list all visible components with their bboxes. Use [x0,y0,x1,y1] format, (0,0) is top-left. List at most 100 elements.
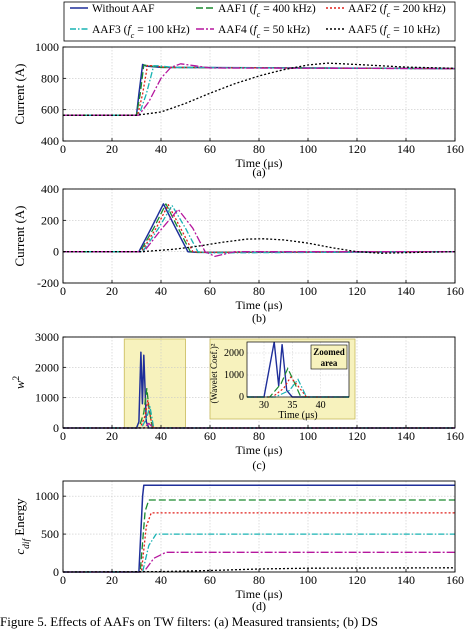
panel-label: (d) [252,599,266,613]
legend-label: AAF5 (fc = 10 kHz) [348,24,440,40]
x-axis-label: Time (μs) [236,156,283,170]
y-tick-label: 400 [41,134,59,148]
legend-label: AAF1 (fc = 400 kHz) [218,3,316,19]
y-tick-label: 600 [41,103,59,117]
y-tick-label: 2000 [35,360,59,374]
x-tick-label: 80 [253,284,265,298]
x-tick-label: 0 [60,429,66,443]
inset-y-tick-label: 0 [239,392,244,403]
highlight-region [123,338,186,429]
inset-x-tick-label: 40 [316,400,326,411]
chart-panel-1: 0 20 40 60 80 100 120 140 160 400 600 800 1000 Time (… [12,40,464,179]
x-tick-label: 120 [348,142,366,156]
y-axis-label: Current (A) [12,205,27,266]
legend-label: AAF2 (fc = 200 kHz) [348,3,446,19]
inset-y-tick-label: 2000 [224,348,244,359]
x-tick-label: 160 [446,142,464,156]
x-tick-label: 160 [446,573,464,587]
panel-label: (c) [252,458,265,472]
inset-x-tick-label: 35 [287,400,297,411]
y-axis-label: Current (A) [12,63,27,124]
chart-panel-4: 0 20 40 60 80 100 120 140 160 0 500 1000 Time (μs) cd… [12,480,464,613]
series-line [63,351,455,429]
x-axis-label: Time (μs) [236,443,283,457]
x-tick-label: 80 [253,573,265,587]
x-tick-label: 100 [299,142,317,156]
inset-x-axis-label: Time (μs) [278,410,317,421]
legend-box [63,1,456,42]
y-tick-label: 800 [41,71,59,85]
x-axis-label: Time (μs) [236,298,283,312]
series-line [63,208,455,258]
panel-label: (b) [252,311,266,325]
y-tick-label: 1000 [35,40,59,54]
x-tick-label: 80 [253,142,265,156]
x-tick-label: 80 [253,429,265,443]
y-tick-label: 500 [41,527,59,541]
series-line [63,533,455,573]
x-tick-label: 100 [299,573,317,587]
plot-area [63,47,455,141]
y-tick-label: 1000 [35,391,59,405]
series-line [63,65,456,116]
inset-title-line-1: Zoomed [313,347,345,357]
x-tick-label: 140 [397,429,415,443]
inset-y-tick-label: 1000 [224,370,244,381]
x-tick-label: 140 [397,284,415,298]
y-tick-label: 0 [53,421,59,435]
x-tick-label: 140 [397,142,415,156]
x-tick-label: 40 [155,284,167,298]
y-tick-label: 1000 [35,489,59,503]
chart-panel-3: 0 20 40 60 80 100 120 140 160 0 1000 2000 3000 Time (… [12,330,464,472]
x-tick-label: 0 [60,142,66,156]
y-tick-label: 0 [53,245,59,259]
series-line [63,238,456,254]
y-tick-label: 200 [41,213,59,227]
x-tick-label: 100 [299,429,317,443]
x-tick-label: 60 [204,284,216,298]
legend-label: AAF4 (fc = 50 kHz) [218,24,310,40]
x-tick-label: 20 [106,142,118,156]
x-tick-label: 40 [155,573,167,587]
x-tick-label: 160 [446,429,464,443]
y-tick-label: 3000 [35,330,59,344]
x-tick-label: 40 [155,142,167,156]
x-tick-label: 100 [299,284,317,298]
inset-title-line-2: area [321,358,338,368]
x-tick-label: 160 [446,284,464,298]
figure-caption: Figure 5. Effects of AAFs on TW filters:… [0,614,379,629]
y-tick-label: 0 [53,565,59,579]
series-line [63,204,456,254]
x-tick-label: 60 [204,573,216,587]
inset-title-box [310,344,348,370]
y-tick-label: 400 [41,182,59,196]
x-axis-label: Time (μs) [236,587,283,601]
x-tick-label: 120 [348,429,366,443]
y-axis-label: w2 [12,376,27,390]
x-tick-label: 60 [204,142,216,156]
inset-y-axis-label: (Wavelet Coef.)² [209,343,219,403]
x-tick-label: 20 [106,284,118,298]
x-tick-label: 20 [106,573,118,587]
series-line [63,63,456,116]
legend-label: AAF3 (fc = 100 kHz) [92,24,190,40]
x-tick-label: 140 [397,573,415,587]
series-line [63,64,456,116]
x-tick-label: 20 [106,429,118,443]
legend: Without AAF AAF1 (fc = 400 kHz) AAF2 (fc =… [63,1,456,42]
y-axis-label: cdif Energy [12,498,32,555]
legend-label: Without AAF [92,3,154,15]
zoom-inset: 30 35 40 0 1000 2000 Time (μs) (Wavelet Coef.)²… [209,338,356,421]
x-tick-label: 0 [60,284,66,298]
x-tick-label: 60 [204,429,216,443]
y-tick-label: -200 [37,276,59,290]
x-tick-label: 120 [348,573,366,587]
x-tick-label: 120 [348,284,366,298]
inset-series-line [247,341,349,398]
plot-area [63,189,455,283]
inset-x-tick-label: 30 [259,400,269,411]
x-tick-label: 40 [155,429,167,443]
inset-frame [246,341,350,398]
